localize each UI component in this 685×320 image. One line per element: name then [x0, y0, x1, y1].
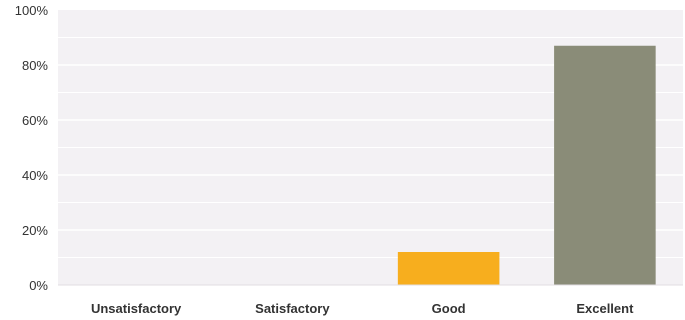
x-axis-labels: Unsatisfactory Satisfactory Good Excellent	[91, 301, 634, 316]
x-category-label: Good	[432, 301, 466, 316]
y-tick-label: 40%	[22, 168, 48, 183]
x-category-label: Excellent	[576, 301, 634, 316]
x-category-label: Satisfactory	[255, 301, 330, 316]
bar-excellent	[554, 45, 656, 285]
y-tick-label: 80%	[22, 58, 48, 73]
y-tick-label: 0%	[29, 278, 48, 293]
y-axis-ticks: 0% 20% 40% 60% 80% 100%	[15, 3, 49, 293]
y-tick-label: 100%	[15, 3, 49, 18]
bar-good	[397, 252, 500, 285]
x-category-label: Unsatisfactory	[91, 301, 182, 316]
y-tick-label: 20%	[22, 223, 48, 238]
bars	[397, 45, 656, 285]
y-tick-label: 60%	[22, 113, 48, 128]
